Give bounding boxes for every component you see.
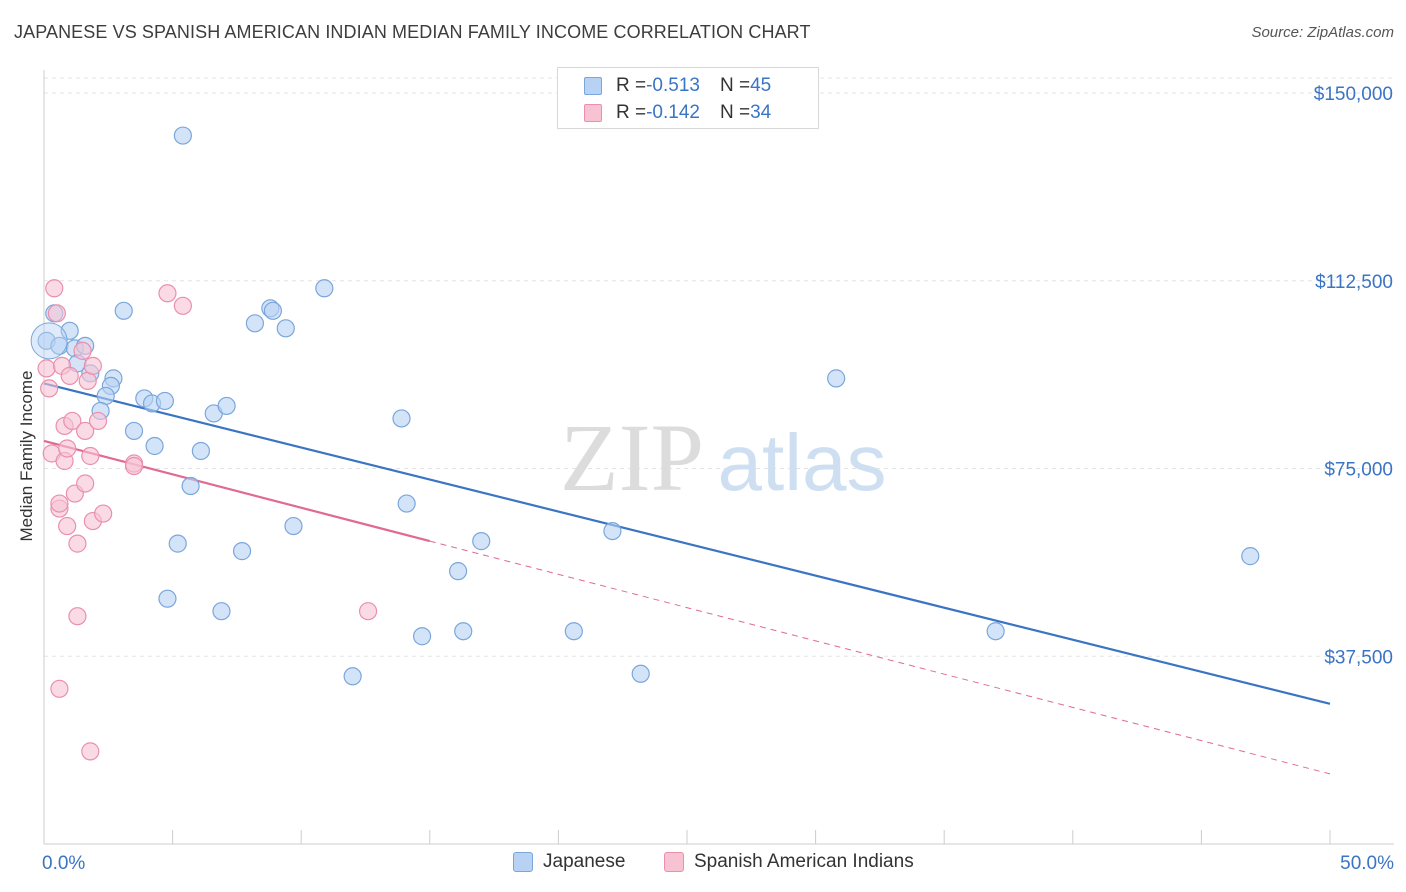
japanese-point <box>472 532 491 551</box>
japanese-point <box>827 369 846 388</box>
japanese-legend-swatch <box>513 852 533 872</box>
legend-item-spanish[interactable]: Spanish American Indians <box>664 851 914 873</box>
spanish-point <box>37 359 56 378</box>
r-label: R = <box>616 75 647 96</box>
y-tick-label: $37,500 <box>1324 647 1393 668</box>
japanese-point <box>212 602 231 621</box>
japanese-point <box>343 667 362 686</box>
spanish-point <box>45 279 64 298</box>
watermark-zip: ZIP <box>560 404 704 511</box>
n-value: 45 <box>750 75 772 96</box>
spanish-point <box>76 421 95 441</box>
japanese-point <box>60 321 79 340</box>
japanese-point <box>276 319 295 338</box>
chart-title: JAPANESE VS SPANISH AMERICAN INDIAN MEDI… <box>14 22 811 42</box>
spanish-trend-line <box>43 439 431 543</box>
data-points <box>30 126 1260 761</box>
spanish-point <box>88 411 108 431</box>
japanese-point <box>454 622 473 641</box>
spanish-point <box>81 446 100 466</box>
watermark: ZIP atlas <box>560 404 886 511</box>
legend-label-japanese: Japanese <box>543 851 626 872</box>
japanese-point <box>173 126 192 145</box>
spanish-point <box>60 366 79 385</box>
n-label: N = <box>719 75 751 96</box>
spanish-point <box>78 371 97 390</box>
spanish-point <box>68 607 87 626</box>
japanese-point <box>191 441 210 461</box>
spanish-point <box>63 411 82 431</box>
r-label: R = <box>616 102 647 123</box>
japanese-point <box>397 494 416 513</box>
spanish-point <box>124 456 144 476</box>
japanese-point <box>448 562 468 581</box>
japanese-point <box>1241 547 1260 566</box>
spanish-point <box>40 379 59 398</box>
legend-label-spanish: Spanish American Indians <box>694 851 914 872</box>
spanish-point <box>50 494 69 513</box>
legend-item-japanese[interactable]: Japanese <box>513 851 625 873</box>
spanish-point <box>83 356 102 375</box>
japanese-point <box>181 476 200 496</box>
japanese-point <box>392 409 411 428</box>
japanese-point <box>96 386 115 406</box>
n-value: 34 <box>750 102 772 123</box>
japanese-point-cluster <box>30 322 68 360</box>
trend-lines <box>43 382 1331 775</box>
spanish-point <box>158 284 177 303</box>
japanese-point <box>631 664 650 683</box>
japanese-point <box>158 589 177 608</box>
watermark-atlas: atlas <box>718 418 887 507</box>
japanese-point <box>603 521 622 541</box>
spanish-swatch <box>584 104 602 122</box>
y-tick-label: $112,500 <box>1315 272 1393 293</box>
r-value: -0.513 <box>646 75 700 96</box>
spanish-point <box>58 439 77 458</box>
spanish-point <box>358 602 378 621</box>
x-tick-label-min: 0.0% <box>42 853 85 874</box>
japanese-point <box>986 622 1005 641</box>
n-label: N = <box>719 102 751 123</box>
japanese-point <box>168 534 187 553</box>
spanish-trend-line-extension <box>429 540 1331 775</box>
japanese-point <box>412 627 432 646</box>
spanish-legend-swatch <box>664 852 684 872</box>
japanese-point <box>315 279 334 298</box>
source-label: Source: ZipAtlas.com <box>1251 24 1394 41</box>
grid-lines <box>44 77 1394 657</box>
correlation-legend: R = -0.513 N = 45 R = -0.142 N = 34 <box>557 67 819 129</box>
series-legend: Japanese Spanish American Indians <box>0 851 1406 877</box>
japanese-point <box>245 314 265 333</box>
japanese-point <box>114 301 133 320</box>
japanese-trend-line <box>43 382 1331 705</box>
japanese-point <box>124 421 144 441</box>
tick-labels: $37,500 $75,000 $112,500 $150,000 0.0% 50.0% <box>42 84 1394 874</box>
x-tick-label-max: 50.0% <box>1340 853 1394 874</box>
spanish-point <box>94 504 113 523</box>
japanese-point <box>263 301 283 320</box>
spanish-point <box>50 679 69 698</box>
japanese-swatch <box>584 77 602 95</box>
y-tick-label: $75,000 <box>1324 460 1393 481</box>
r-value: -0.142 <box>646 102 700 123</box>
japanese-point <box>284 516 303 536</box>
legend-row-spanish: R = -0.142 N = 34 <box>584 102 771 124</box>
japanese-point <box>217 396 236 416</box>
spanish-point <box>76 474 95 493</box>
japanese-point <box>564 622 583 641</box>
spanish-point <box>81 742 100 761</box>
y-axis-label: Median Family Income <box>17 370 36 541</box>
spanish-point <box>68 534 87 553</box>
legend-row-japanese: R = -0.513 N = 45 <box>584 75 771 97</box>
y-tick-label: $150,000 <box>1314 84 1393 105</box>
spanish-point <box>58 516 77 536</box>
spanish-point <box>173 296 192 315</box>
spanish-point <box>47 304 66 323</box>
spanish-point <box>73 341 92 360</box>
japanese-point <box>145 436 164 456</box>
japanese-point <box>232 542 252 561</box>
japanese-point <box>155 391 174 411</box>
